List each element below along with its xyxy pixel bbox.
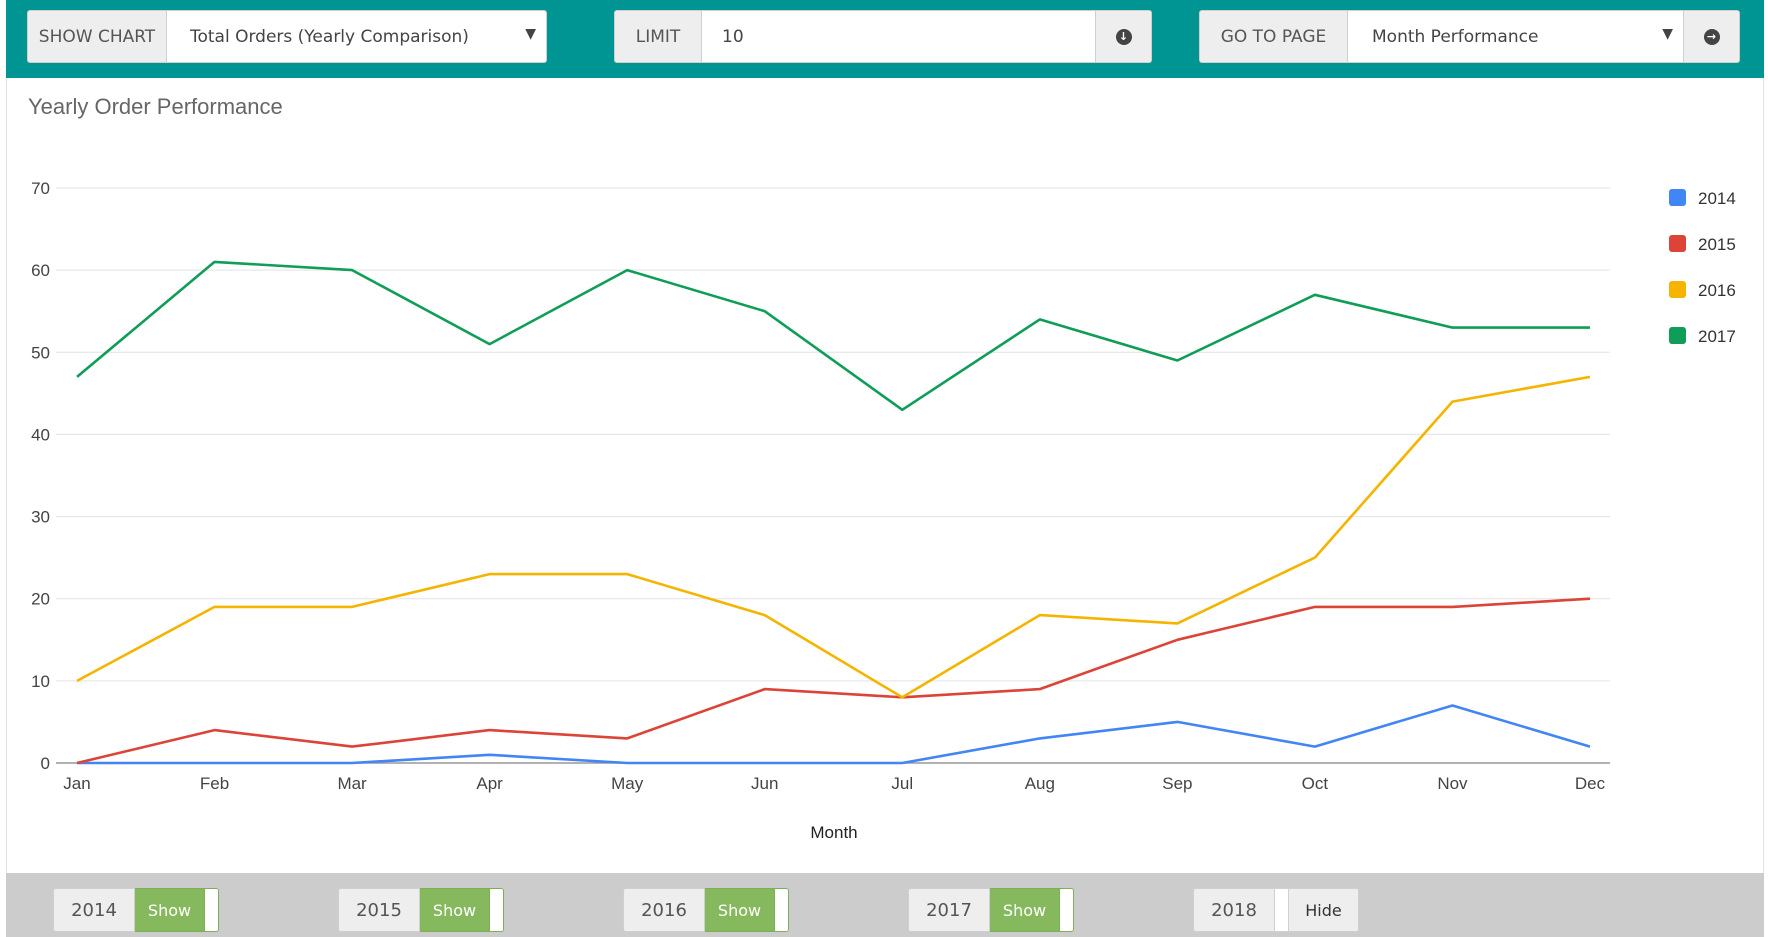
go-to-page-label: GO TO PAGE bbox=[1199, 10, 1348, 63]
x-tick-label: Apr bbox=[476, 774, 503, 793]
series-line-2014 bbox=[77, 704, 1591, 765]
toggle-year-label: 2017 bbox=[908, 888, 990, 932]
switch-state-label: Show bbox=[420, 889, 489, 931]
switch-knob bbox=[1059, 889, 1073, 931]
toggle-2014: 2014 Show bbox=[53, 888, 219, 932]
switch-knob bbox=[204, 889, 218, 931]
y-tick-label: 40 bbox=[31, 425, 50, 444]
toggle-2015: 2015 Show bbox=[338, 888, 504, 932]
toggle-year-label: 2014 bbox=[53, 888, 135, 932]
toggle-2017: 2017 Show bbox=[908, 888, 1074, 932]
series-switch-2018[interactable]: Hide bbox=[1275, 888, 1359, 932]
arrow-right-circle-icon: → bbox=[1703, 28, 1720, 45]
legend-swatch-2015 bbox=[1669, 235, 1686, 252]
series-switch-2016[interactable]: Show bbox=[705, 888, 789, 932]
limit-group: LIMIT 10 ↓ bbox=[614, 10, 1152, 63]
x-tick-label: Oct bbox=[1302, 774, 1329, 793]
legend-swatch-2014 bbox=[1669, 189, 1686, 206]
arrow-down-circle-icon: ↓ bbox=[1115, 28, 1132, 45]
go-to-page-value: Month Performance bbox=[1372, 26, 1539, 47]
x-tick-label: Mar bbox=[337, 774, 367, 793]
x-tick-label: Dec bbox=[1575, 774, 1606, 793]
y-tick-label: 30 bbox=[31, 508, 50, 527]
series-switch-2014[interactable]: Show bbox=[135, 888, 219, 932]
caret-down-icon: ▼ bbox=[1662, 26, 1673, 42]
series-line-2015 bbox=[76, 597, 1591, 765]
legend-swatch-2016 bbox=[1669, 281, 1686, 298]
x-tick-label: Jul bbox=[891, 774, 913, 793]
toggle-2018: 2018 Hide bbox=[1193, 888, 1359, 932]
switch-state-label: Show bbox=[705, 889, 774, 931]
x-tick-label: Nov bbox=[1437, 774, 1468, 793]
go-to-page-button[interactable]: → bbox=[1684, 10, 1740, 63]
toggle-year-label: 2018 bbox=[1193, 888, 1275, 932]
show-chart-label: SHOW CHART bbox=[27, 10, 167, 63]
line-chart: 0 10 20 30 40 50 60 70 Jan Feb Mar Apr May Jun Jul Aug S… bbox=[31, 179, 1736, 842]
y-tick-label: 50 bbox=[31, 343, 50, 362]
x-tick-label: Feb bbox=[200, 774, 229, 793]
x-tick-label: Jan bbox=[63, 774, 90, 793]
switch-state-label: Show bbox=[990, 889, 1059, 931]
y-tick-label: 10 bbox=[31, 672, 50, 691]
show-chart-value: Total Orders (Yearly Comparison) bbox=[190, 26, 469, 47]
switch-knob bbox=[489, 889, 503, 931]
series-line-2017 bbox=[76, 260, 1590, 412]
x-tick-label: May bbox=[611, 774, 644, 793]
x-axis-title: Month bbox=[810, 823, 857, 842]
legend-label-2015: 2015 bbox=[1698, 235, 1736, 254]
y-tick-label: 20 bbox=[31, 590, 50, 609]
x-tick-label: Aug bbox=[1025, 774, 1055, 793]
series-line-2016 bbox=[76, 375, 1591, 699]
switch-state-label: Hide bbox=[1289, 889, 1358, 931]
legend-label-2017: 2017 bbox=[1698, 327, 1736, 346]
series-switch-2017[interactable]: Show bbox=[990, 888, 1074, 932]
y-tick-label: 60 bbox=[31, 261, 50, 280]
switch-state-label: Show bbox=[135, 889, 204, 931]
legend-label-2016: 2016 bbox=[1698, 281, 1736, 300]
switch-knob bbox=[1275, 889, 1289, 931]
toggle-year-label: 2015 bbox=[338, 888, 420, 932]
legend-label-2014: 2014 bbox=[1698, 189, 1736, 208]
limit-input[interactable]: 10 bbox=[702, 10, 1096, 63]
limit-apply-button[interactable]: ↓ bbox=[1096, 10, 1152, 63]
limit-label: LIMIT bbox=[614, 10, 702, 63]
caret-down-icon: ▼ bbox=[525, 26, 536, 42]
series-toggle-bar: 2014 Show 2015 Show 2016 Show 2017 Show … bbox=[6, 873, 1764, 937]
go-to-page-group: GO TO PAGE Month Performance ▼ → bbox=[1199, 10, 1740, 63]
y-tick-label: 0 bbox=[41, 754, 50, 773]
toggle-year-label: 2016 bbox=[623, 888, 705, 932]
legend-swatch-2017 bbox=[1669, 327, 1686, 344]
switch-knob bbox=[774, 889, 788, 931]
show-chart-group: SHOW CHART Total Orders (Yearly Comparis… bbox=[27, 10, 547, 63]
x-tick-label: Sep bbox=[1162, 774, 1192, 793]
toggle-2016: 2016 Show bbox=[623, 888, 789, 932]
y-tick-label: 70 bbox=[31, 179, 50, 198]
limit-value: 10 bbox=[722, 26, 744, 47]
series-switch-2015[interactable]: Show bbox=[420, 888, 504, 932]
x-tick-label: Jun bbox=[751, 774, 778, 793]
go-to-page-select[interactable]: Month Performance ▼ bbox=[1348, 10, 1684, 63]
toolbar: SHOW CHART Total Orders (Yearly Comparis… bbox=[6, 0, 1764, 78]
chart-title: Yearly Order Performance bbox=[28, 94, 283, 119]
show-chart-select[interactable]: Total Orders (Yearly Comparison) ▼ bbox=[167, 10, 547, 63]
